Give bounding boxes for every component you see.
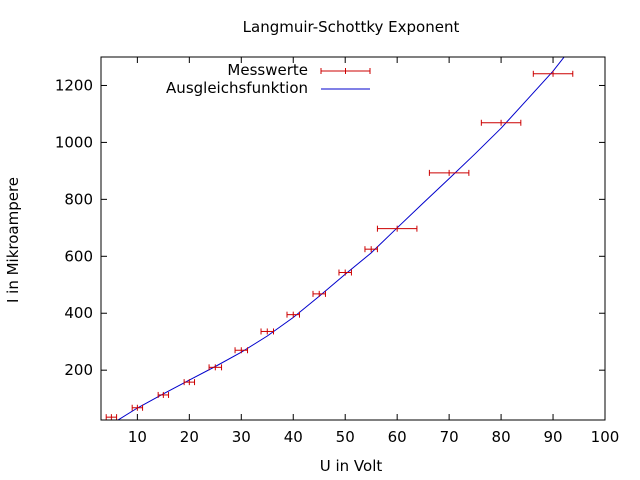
x-tick-label: 90 [543, 428, 562, 446]
data-point [364, 246, 378, 253]
x-tick-label: 20 [180, 428, 199, 446]
data-point [105, 414, 118, 421]
data-point [338, 269, 352, 276]
y-tick-label: 800 [64, 190, 93, 208]
data-point [286, 311, 300, 318]
data-point [183, 379, 196, 386]
plot-frame [100, 56, 606, 421]
y-tick-label: 1000 [55, 133, 93, 151]
data-point [260, 328, 275, 335]
x-tick-label: 10 [128, 428, 147, 446]
data-point [532, 70, 574, 77]
y-tick-label: 600 [64, 247, 93, 265]
data-point [131, 404, 144, 411]
legend-label-ausgleichsfunktion: Ausgleichsfunktion [166, 79, 308, 97]
y-tick-label: 1200 [55, 76, 93, 94]
data-point [234, 347, 249, 354]
data-point [208, 364, 223, 371]
x-tick-label: 50 [336, 428, 355, 446]
data-point [480, 119, 522, 126]
x-tick-label: 80 [492, 428, 511, 446]
data-point [157, 391, 170, 398]
x-tick-label: 60 [388, 428, 407, 446]
y-tick-label: 400 [64, 304, 93, 322]
data-point [428, 169, 470, 176]
y-axis-label: I in Mikroampere [4, 177, 22, 303]
x-tick-label: 100 [591, 428, 620, 446]
x-axis-label: U in Volt [320, 457, 383, 475]
x-tick-label: 40 [284, 428, 303, 446]
legend-symbol-messwerte [320, 68, 371, 74]
legend: Messwerte Ausgleichsfunktion [166, 61, 371, 97]
data-point [312, 290, 326, 297]
fit-curve [117, 57, 565, 420]
y-tick-label: 200 [64, 361, 93, 379]
x-tick-label: 70 [440, 428, 459, 446]
tick-layer: 10 20 30 40 50 60 70 80 90 100 200 400 600 800 1000 120… [55, 57, 620, 446]
legend-label-messwerte: Messwerte [227, 61, 308, 79]
chart-title: Langmuir-Schottky Exponent [243, 18, 460, 36]
data-point [376, 225, 418, 232]
data-layer [105, 57, 574, 421]
x-tick-label: 30 [232, 428, 251, 446]
